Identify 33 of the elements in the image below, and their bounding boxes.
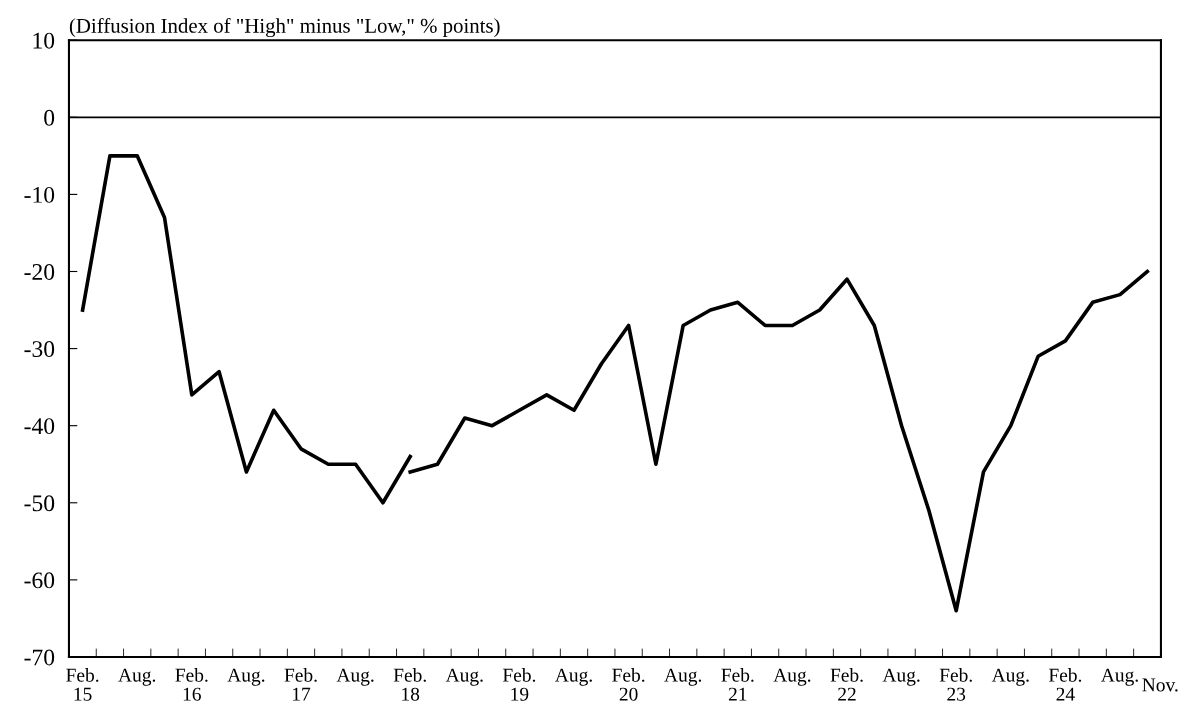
x-tick-label: Aug. [773,668,811,686]
x-tick-label: Aug. [664,668,702,686]
y-tick-label: -30 [24,341,55,358]
x-tick-label: Feb. 19 [502,668,536,701]
y-tick-label: -20 [24,263,55,280]
y-tick-label: -10 [24,186,55,203]
x-tick-label: Aug. [555,668,592,686]
x-tick-label: Feb. 21 [721,668,754,701]
y-tick-label: -70 [24,649,55,666]
y-tick-label: 10 [33,32,55,49]
y-tick-label: 0 [44,109,55,126]
y-tick-label: -40 [24,418,55,435]
x-tick-label: Feb. 20 [612,668,645,701]
x-tick-label: Feb. 24 [1048,668,1082,701]
line-series [80,154,413,505]
x-tick-label: Feb. 16 [175,668,208,701]
x-tick-label: Aug. [882,668,920,686]
y-axis-title: (Diffusion Index of "High" minus "Low," % points) [69,17,500,38]
x-tick-label: Aug. [118,668,156,686]
x-tick-label: Feb. 22 [830,668,863,701]
x-tick-label: Feb. 18 [393,668,426,701]
x-tick-label: Feb. 17 [284,668,317,701]
x-tick-label: Aug. [227,668,265,686]
x-tick-label: Nov. [1142,678,1178,692]
y-tick-label: -60 [24,572,55,589]
y-tick-label: -50 [24,495,55,512]
x-tick-label: Aug. [991,668,1029,686]
x-tick-label: Aug. [1101,668,1138,686]
x-tick-label: Aug. [445,668,483,686]
x-tick-label: Feb. 15 [66,668,99,701]
line-series [408,269,1150,613]
x-tick-label: Aug. [336,668,374,686]
x-tick-label: Feb. 23 [939,668,972,701]
